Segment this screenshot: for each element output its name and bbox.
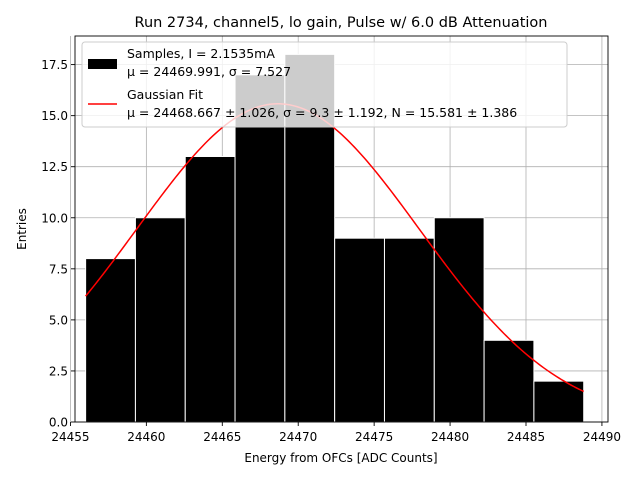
chart-title: Run 2734, channel5, lo gain, Pulse w/ 6.… [135,15,548,31]
histogram-bar [483,339,535,423]
y-axis-label: Entries [15,208,29,250]
x-tick-label: 24480 [431,430,469,444]
histogram-bars [85,53,585,423]
legend: Samples, I = 2.1535mA μ = 24469.991, σ =… [81,41,568,128]
y-tick-label: 5.0 [49,313,68,327]
x-axis-label: Energy from OFCs [ADC Counts] [244,451,437,465]
legend-fit-stats: μ = 24468.667 ± 1.026, σ = 9.3 ± 1.192, … [127,105,517,120]
x-tick-label: 24460 [127,430,165,444]
histogram-bar [383,237,435,423]
x-tick-label: 24485 [507,430,545,444]
legend-samples-stats: μ = 24469.991, σ = 7.527 [127,64,291,79]
histogram-bar [85,258,136,423]
legend-samples-swatch [88,59,117,69]
plot-frame [74,35,609,423]
histogram-bar [134,217,186,423]
legend-fit-label: Gaussian Fit [127,87,203,102]
x-tick-label: 24470 [279,430,317,444]
y-tick-label: 17.5 [41,58,68,72]
x-axis-ticks: 24455 24460 24465 24470 24475 24480 24485 24490 [51,422,621,444]
y-tick-label: 7.5 [49,262,68,276]
x-tick-label: 24455 [51,430,89,444]
histogram-bar [234,74,286,423]
y-tick-label: 2.5 [49,364,68,378]
x-tick-label: 24475 [355,430,393,444]
y-tick-label: 0.0 [49,416,68,430]
histogram-bar [433,217,485,423]
legend-box [81,41,568,128]
gaussian-fit-line [85,103,585,393]
y-tick-label: 15.0 [41,109,68,123]
histogram-bar [184,155,236,423]
x-tick-label: 24465 [203,430,241,444]
y-axis-ticks: 0.0 2.5 5.0 7.5 10.0 12.5 15.0 17.5 [41,58,75,430]
x-tick-label: 24490 [583,430,621,444]
legend-samples-label: Samples, I = 2.1535mA [127,46,275,61]
y-tick-label: 10.0 [41,211,68,225]
y-tick-label: 12.5 [41,160,68,174]
histogram-bar [334,237,385,423]
